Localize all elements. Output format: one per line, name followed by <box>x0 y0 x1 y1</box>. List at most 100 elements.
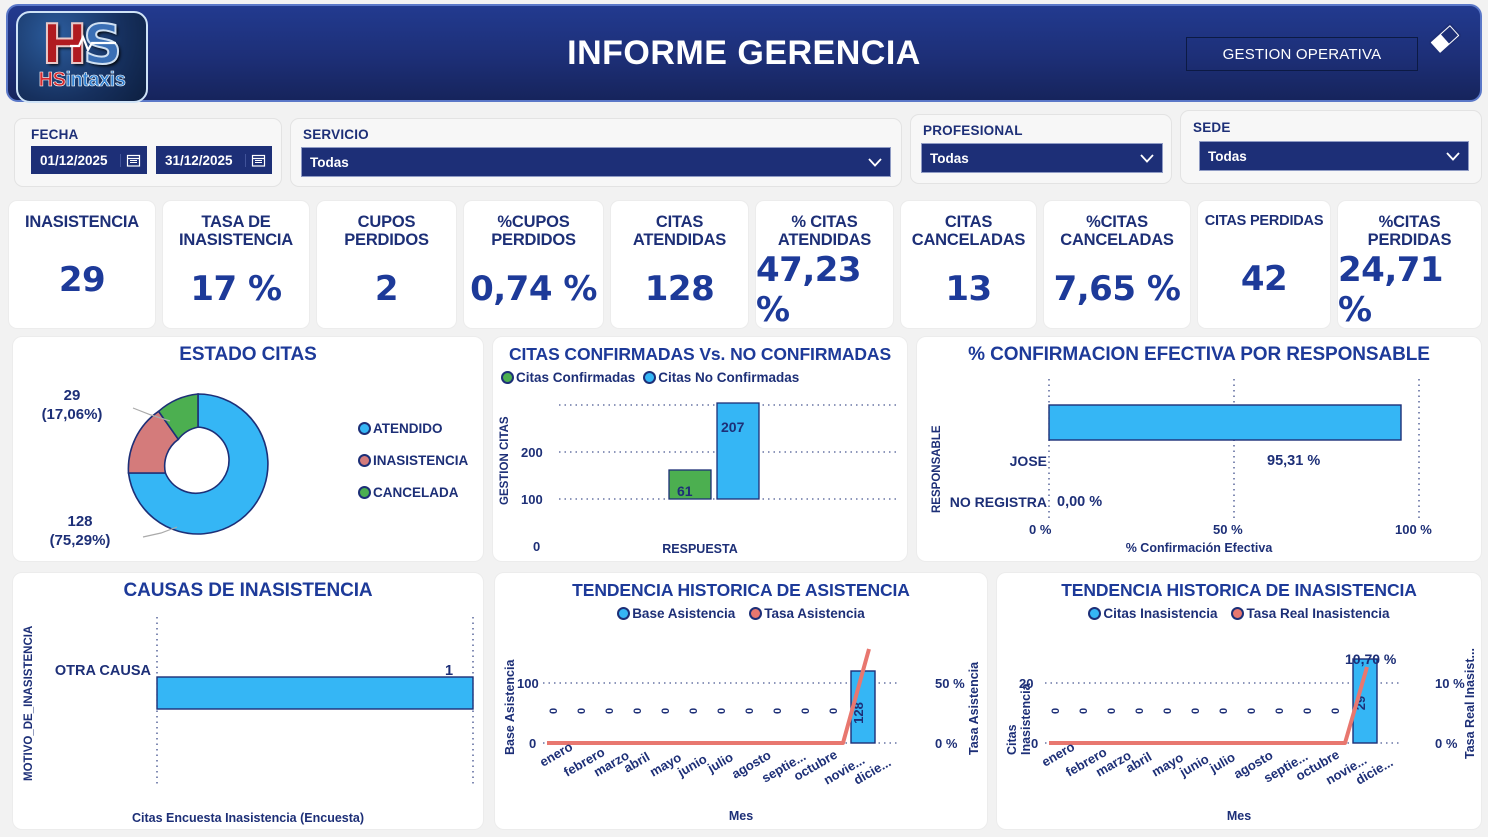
chevron-down-icon[interactable] <box>868 157 882 167</box>
horizontal-bar-chart-causas[interactable] <box>41 617 477 789</box>
panel-title: TENDENCIA HISTORICA DE ASISTENCIA <box>572 580 910 600</box>
y-tick: 0 <box>533 539 541 554</box>
month-tick-labels: enero febrero marzo abril mayo junio jul… <box>1039 739 1396 788</box>
legend-item-tasa-asistencia[interactable]: Tasa Asistencia <box>749 606 865 621</box>
bar-citas-no-confirmadas[interactable] <box>716 402 760 500</box>
kpi-title: %CITAS CANCELADAS <box>1060 213 1174 250</box>
donut-annot-percent: (17,06%) <box>41 405 103 423</box>
vertical-bar-chart[interactable] <box>517 399 903 519</box>
svg-text:0: 0 <box>1162 708 1174 714</box>
kpi-card[interactable]: % CITAS ATENDIDAS 47,23 % <box>755 200 894 330</box>
legend-item-citas-inasistencia[interactable]: Citas Inasistencia <box>1088 606 1217 621</box>
kpi-card[interactable]: %CITAS CANCELADAS 7,65 % <box>1043 200 1191 329</box>
legend-item-tasa-real-inasistencia[interactable]: Tasa Real Inasistencia <box>1231 606 1390 621</box>
legend-item-no-confirmadas[interactable]: Citas No Confirmadas <box>643 370 799 385</box>
kpi-card[interactable]: %CITAS PERDIDAS 24,71 % <box>1337 200 1482 330</box>
profesional-value: Todas <box>930 150 969 166</box>
y-axis-label: Base Asistencia <box>503 659 517 755</box>
date-from-input[interactable]: 01/12/2025 <box>31 146 147 174</box>
kpi-card[interactable]: INASISTENCIA 29 <box>8 200 156 329</box>
kpi-value: 2 <box>374 268 399 309</box>
bar-legend: Citas Confirmadas Citas No Confirmadas <box>493 370 907 385</box>
y-tick: 100 <box>521 492 543 507</box>
gestion-operativa-button[interactable]: GESTION OPERATIVA <box>1186 37 1418 71</box>
y-tick: 0 <box>529 736 537 751</box>
calendar-icon[interactable] <box>120 153 146 167</box>
donut-leader-line <box>142 526 178 538</box>
y-tick: 200 <box>521 445 543 460</box>
donut-annot-value: 29 <box>63 387 81 404</box>
panel-title: TENDENCIA HISTORICA DE INASISTENCIA <box>1061 580 1417 600</box>
donut-chart[interactable] <box>73 377 313 552</box>
kpi-title: CITAS PERDIDAS <box>1204 213 1324 229</box>
servicio-select[interactable]: Todas <box>301 147 891 177</box>
trend-chart-inasistencia[interactable]: 0 0 0 0 0 0 0 0 0 0 0 29 <box>1045 641 1431 751</box>
y2-axis-label: Tasa Real Inasist... <box>1463 648 1477 759</box>
donut-leader-line <box>132 407 171 422</box>
trend-line-tasa-asistencia[interactable] <box>547 648 871 745</box>
legend-item-base-asistencia[interactable]: Base Asistencia <box>617 606 735 621</box>
legend-dot-icon <box>1088 607 1102 620</box>
category-label-otra-causa: OTRA CAUSA <box>54 663 151 679</box>
y-tick: 0 <box>1031 736 1039 751</box>
filter-sede-label: SEDE <box>1193 120 1231 135</box>
sede-select[interactable]: Todas <box>1199 141 1469 171</box>
kpi-card[interactable]: CITAS PERDIDAS 42 <box>1197 200 1331 329</box>
trend-line-tasa-real-inasistencia[interactable] <box>1049 666 1369 745</box>
legend-label: INASISTENCIA <box>373 453 469 468</box>
legend-item-cancelada[interactable]: CANCELADA <box>358 485 468 500</box>
horizontal-bar-chart[interactable] <box>951 379 1471 527</box>
x-axis-label: % Confirmación Efectiva <box>1125 541 1273 555</box>
legend-item-confirmadas[interactable]: Citas Confirmadas <box>501 370 635 385</box>
svg-text:0: 0 <box>632 708 644 714</box>
zero-value-labels: 0 0 0 0 0 0 0 0 0 0 0 <box>1050 708 1342 714</box>
category-label-no-registra: NO REGISTRA <box>949 494 1047 510</box>
donut-annot-value: 128 <box>67 513 93 530</box>
date-to-value: 31/12/2025 <box>165 152 233 168</box>
y-axis-label: Citas Inasistencia <box>1005 683 1033 755</box>
legend-item-inasistencia[interactable]: INASISTENCIA <box>358 453 468 468</box>
donut-slice-cancelada[interactable] <box>157 393 199 441</box>
logo-word-blue: intaxis <box>65 68 126 92</box>
kpi-card[interactable]: %CUPOS PERDIDOS 0,74 % <box>463 200 604 329</box>
eraser-icon[interactable] <box>1422 16 1468 62</box>
donut-annot-percent: (75,29%) <box>49 531 111 549</box>
kpi-card[interactable]: TASA DE INASISTENCIA 17 % <box>162 200 310 329</box>
kpi-title: TASA DE INASISTENCIA <box>178 213 294 250</box>
svg-text:0: 0 <box>1106 708 1118 714</box>
date-to-input[interactable]: 31/12/2025 <box>156 146 272 174</box>
bar-value-otra-causa: 1 <box>445 663 454 679</box>
chevron-down-icon[interactable] <box>1140 153 1154 163</box>
panel-causas-inasistencia: CAUSAS DE INASISTENCIA MOTIVO_DE_INASIST… <box>12 572 484 830</box>
legend-label: ATENDIDO <box>373 421 443 436</box>
legend-dot-icon <box>749 607 763 620</box>
logo-letters: H S <box>41 17 123 73</box>
panel-tendencia-inasistencia: TENDENCIA HISTORICA DE INASISTENCIA Cita… <box>996 572 1482 830</box>
donut-slice-atendido[interactable] <box>127 393 269 535</box>
panel-title: CAUSAS DE INASISTENCIA <box>123 580 373 601</box>
trend-chart-asistencia[interactable]: 0 0 0 0 0 0 0 0 0 0 0 128 <box>543 641 929 751</box>
y2-tick: 0 % <box>935 736 958 751</box>
calendar-icon[interactable] <box>245 153 271 167</box>
kpi-card[interactable]: CITAS CANCELADAS 13 <box>900 200 1037 329</box>
kpi-card[interactable]: CITAS ATENDIDAS 128 <box>610 200 749 329</box>
kpi-title: CITAS CANCELADAS <box>911 213 1026 250</box>
bar-value-no-registra: 0,00 % <box>1057 494 1103 510</box>
panel-title: CITAS CONFIRMADAS Vs. NO CONFIRMADAS <box>508 344 892 364</box>
bar-otra-causa[interactable] <box>156 676 474 710</box>
kpi-value: 29 <box>58 259 106 300</box>
chevron-down-icon[interactable] <box>1446 151 1460 161</box>
servicio-value: Todas <box>310 154 349 170</box>
zero-value-labels: 0 0 0 0 0 0 0 0 0 0 0 <box>548 708 840 714</box>
legend-item-atendido[interactable]: ATENDIDO <box>358 421 468 436</box>
bar-citas-confirmadas[interactable] <box>668 469 712 500</box>
kpi-value: 17 % <box>190 268 282 309</box>
kpi-value: 128 <box>644 268 715 309</box>
kpi-card[interactable]: CUPOS PERDIDOS 2 <box>316 200 457 329</box>
profesional-select[interactable]: Todas <box>921 143 1163 173</box>
bar-jose[interactable] <box>1048 404 1402 441</box>
month-tick-labels: enero febrero marzo abril mayo junio jul… <box>537 739 894 788</box>
bar-value-label: 207 <box>721 419 745 435</box>
bar-value-jose: 95,31 % <box>1267 453 1321 469</box>
svg-text:0: 0 <box>1246 708 1258 714</box>
